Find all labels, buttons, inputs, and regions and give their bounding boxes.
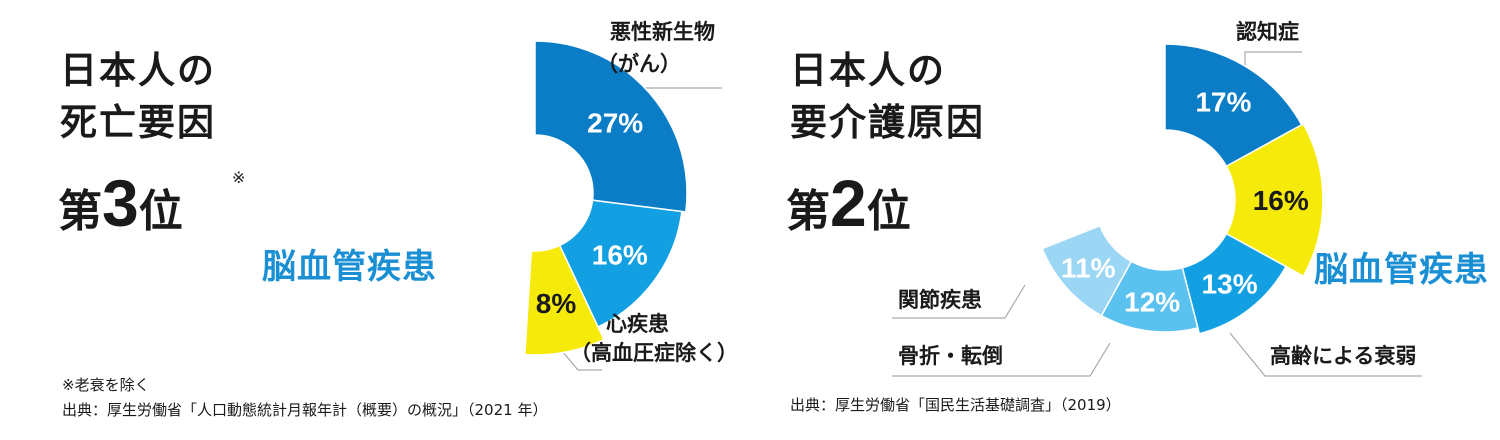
right-heading-line2: 要介護原因: [790, 101, 985, 144]
left-source: 出典：厚生労働省「人口動態統計月報年計（概要）の概況」（2021 年）: [62, 401, 548, 419]
label-aging: 高齢による衰弱: [1270, 344, 1417, 368]
donut-slice: [558, 199, 683, 328]
donut-slice: [524, 244, 605, 356]
right-source: 出典：厚生労働省「国民生活基礎調査」（2019）: [790, 396, 1121, 414]
left-rank-prefix: 第: [58, 186, 102, 237]
label-fracture: 骨折・転倒: [898, 344, 1003, 368]
right-heading-line1: 日本人の: [790, 49, 946, 92]
leader-joint: [892, 284, 1026, 319]
left-rank-number: 3: [102, 166, 139, 240]
slice-value-label: 8%: [536, 288, 577, 319]
leader-aging: [1229, 332, 1422, 377]
label-cancer-line1: 悪性新生物: [610, 20, 715, 44]
donut-slice: [534, 40, 688, 213]
donut-slice: [1225, 122, 1324, 278]
right-highlight-label: 脳血管疾患: [1314, 250, 1489, 290]
label-heart-line1: 心疾患: [606, 312, 669, 336]
right-rank-suffix: 位: [866, 186, 911, 237]
slice-value-label: 16%: [1253, 185, 1309, 216]
care-causes-donut: 17% 16% 13% 12% 11%: [1041, 43, 1324, 335]
left-rank-suffix: 位: [138, 186, 183, 237]
label-dementia: 認知症: [1236, 20, 1299, 44]
left-heading-line2: 死亡要因: [60, 101, 216, 144]
slice-value-label: 17%: [1195, 86, 1251, 117]
slice-value-label: 12%: [1124, 286, 1180, 317]
left-rank: 第3位: [58, 170, 183, 236]
donut-slice: [1041, 224, 1133, 317]
label-heart-line2: （高血圧症除く）: [570, 341, 738, 365]
label-cancer-line2: （がん）: [597, 52, 681, 76]
donut-slice: [1164, 43, 1303, 168]
death-causes-donut: 27% 16% 8%: [524, 40, 688, 356]
left-footnote: ※老衰を除く: [62, 376, 150, 394]
left-highlight-label: 脳血管疾患: [262, 247, 437, 287]
left-rank-note-mark: ※: [232, 168, 246, 187]
slice-value-label: 16%: [592, 240, 648, 271]
right-rank-number: 2: [830, 166, 867, 240]
leader-fracture: [892, 342, 1111, 377]
slice-value-label: 27%: [587, 107, 643, 138]
right-rank-prefix: 第: [786, 186, 830, 237]
slice-value-label: 13%: [1202, 268, 1258, 299]
left-heading-line1: 日本人の: [60, 49, 216, 92]
slice-value-label: 11%: [1061, 253, 1116, 284]
label-joint: 関節疾患: [898, 288, 982, 312]
right-rank: 第2位: [786, 170, 911, 236]
donut-slice: [1181, 232, 1287, 335]
